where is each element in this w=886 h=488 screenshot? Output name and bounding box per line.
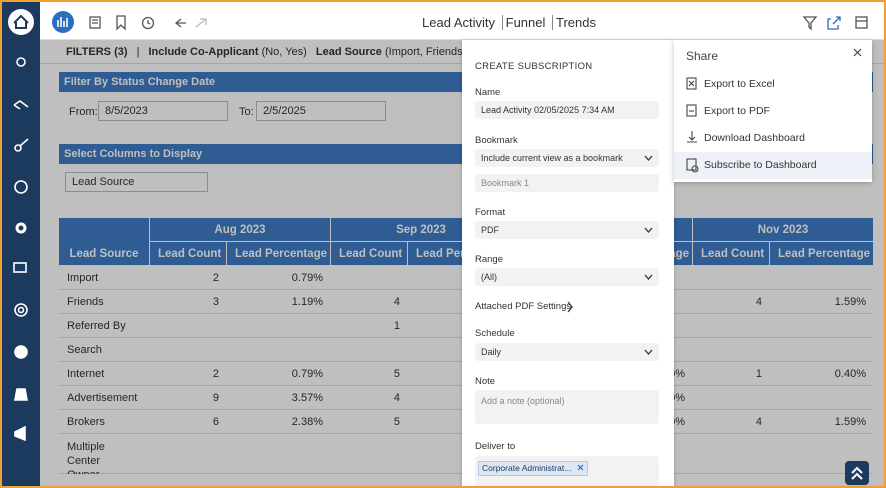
field-label: Schedule (475, 328, 515, 339)
field-label: Format (475, 207, 506, 218)
caret (644, 349, 653, 355)
menu-item[interactable]: Subscribe to Dashboard (674, 152, 872, 179)
toolbar-icons (52, 11, 207, 33)
filter-name: Include Co-Applicant (148, 46, 259, 58)
table-cell: 2 (212, 272, 219, 284)
close-button[interactable] (853, 48, 862, 57)
menu-item[interactable]: Export to Excel (704, 78, 775, 90)
table-cell: 4 (393, 296, 400, 308)
menu-item[interactable]: Export to PDF (704, 105, 770, 117)
action-icons (802, 16, 868, 31)
chevron (567, 301, 573, 313)
field-label: Range (475, 254, 503, 265)
month-header: Aug 2023 (150, 218, 331, 242)
table-cell: 5 (393, 368, 400, 380)
row-header: Lead Source (59, 218, 150, 266)
field-label: Name (475, 87, 501, 98)
filters-label: FILTERS (3) (66, 46, 128, 58)
table-cell: 6 (212, 416, 219, 428)
table-cell: 2 (212, 368, 219, 380)
caret (644, 227, 653, 233)
note-input[interactable]: Add a note (optional) (475, 390, 659, 424)
title-part: Funnel (505, 15, 546, 30)
filter-value: (Import, Friends, +6) (384, 46, 485, 58)
table-cell: 1.19% (291, 296, 323, 308)
pdf-settings-link[interactable]: Attached PDF Settings (475, 301, 572, 312)
column-header: Lead Percentage (770, 242, 874, 266)
table-cell: 1.59% (834, 416, 866, 428)
column-header: Lead Count (150, 242, 227, 266)
field-label: Note (475, 376, 496, 387)
panel-title: CREATE SUBSCRIPTION (475, 61, 593, 72)
chip-remove[interactable] (577, 464, 584, 471)
dashboard-title: Lead Activity Funnel Trends (422, 15, 596, 30)
table-cell: 3.57% (291, 392, 323, 404)
month-header: Nov 2023 (693, 218, 874, 242)
menu-item[interactable]: Download Dashboard (704, 132, 805, 144)
caret (644, 274, 653, 280)
title-part: Lead Activity (422, 15, 495, 30)
table-cell: 0.40% (834, 368, 866, 380)
field-label: Deliver to (475, 441, 516, 452)
table-cell: 4 (755, 296, 762, 308)
share-menu: Share Export to Excel Export to PDF Down… (674, 40, 872, 182)
table-cell: 3 (212, 296, 219, 308)
row-label: Import (67, 272, 99, 284)
deliver-input[interactable]: Corporate Administrat... (475, 456, 659, 486)
filter-value: (No, Yes) (261, 46, 307, 58)
row-label: Internet (67, 368, 105, 380)
share-title: Share (686, 49, 719, 63)
table-cell: 0.79% (291, 368, 323, 380)
bookmark-name-input[interactable]: Bookmark 1 (475, 174, 659, 192)
sidebar-icons (8, 9, 34, 442)
filter-name: Lead Source (315, 46, 382, 58)
filters-bar: FILTERS (3) | Include Co-Applicant (No, … (40, 40, 884, 64)
row-label: Brokers (67, 416, 105, 428)
column-header: Lead Count (693, 242, 770, 266)
title-part: Trends (556, 15, 596, 30)
column-header: Lead Percentage (227, 242, 331, 266)
to-date[interactable]: 2/5/2025 (256, 101, 386, 121)
table-cell: 2.38% (291, 416, 323, 428)
recipient-chip: Corporate Administrat... (482, 463, 572, 473)
row-label: Referred By (67, 320, 126, 332)
name-input[interactable]: Lead Activity 02/05/2025 7:34 AM (475, 101, 659, 119)
table-cell: 1 (393, 320, 400, 332)
menu-icons (686, 77, 699, 173)
range-select[interactable]: (All) (475, 268, 659, 286)
scroll-top-button[interactable] (845, 461, 869, 485)
table-cell: 1.59% (834, 296, 866, 308)
table-cell: 9 (212, 392, 219, 404)
row-label: Advertisement (67, 392, 138, 404)
columns-dropdown[interactable]: Lead Source (65, 172, 208, 192)
format-select[interactable]: PDF (475, 221, 659, 239)
top-bar: Lead Activity Funnel Trends (40, 2, 884, 40)
to-label: To: (239, 106, 254, 118)
schedule-select[interactable]: Daily (475, 343, 659, 361)
table-cell: 0.79% (291, 272, 323, 284)
subscription-panel: CREATE SUBSCRIPTION Name Lead Activity 0… (462, 40, 674, 486)
table-cell: 4 (755, 416, 762, 428)
row-label: Friends (67, 296, 104, 308)
caret (644, 155, 653, 161)
table-cell: 5 (393, 416, 400, 428)
sidebar (2, 2, 40, 486)
field-label: Bookmark (475, 135, 518, 146)
column-header: Lead Count (331, 242, 408, 266)
from-label: From: (69, 106, 98, 118)
from-date[interactable]: 8/5/2023 (98, 101, 228, 121)
table-cell: 4 (393, 392, 400, 404)
table-cell: 1 (755, 368, 762, 380)
bookmark-select[interactable]: Include current view as a bookmark (475, 149, 659, 167)
row-label: Multiple Center Owner (67, 441, 105, 474)
row-label: Search (67, 344, 102, 356)
